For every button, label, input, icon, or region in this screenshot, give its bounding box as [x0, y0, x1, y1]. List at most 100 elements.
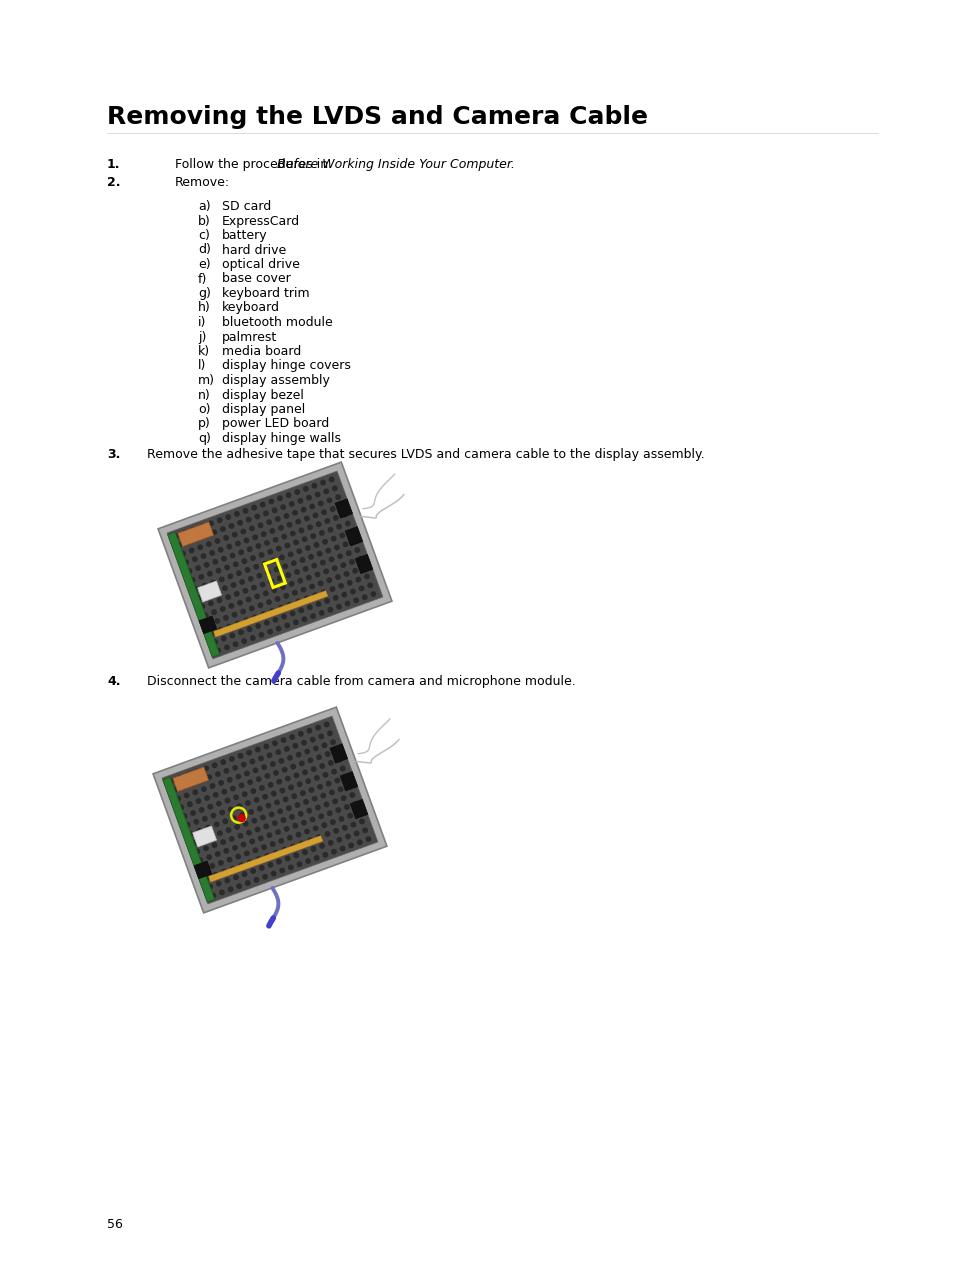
Circle shape — [301, 507, 306, 512]
Circle shape — [335, 545, 338, 549]
Circle shape — [319, 611, 324, 615]
Circle shape — [227, 777, 232, 782]
Circle shape — [281, 615, 286, 619]
Circle shape — [221, 557, 226, 560]
Polygon shape — [163, 777, 214, 902]
Circle shape — [284, 747, 289, 751]
Circle shape — [342, 592, 346, 597]
Circle shape — [316, 522, 320, 526]
Circle shape — [353, 801, 357, 806]
Circle shape — [302, 850, 307, 855]
Polygon shape — [350, 799, 368, 819]
Polygon shape — [162, 716, 377, 904]
Circle shape — [319, 531, 324, 535]
Circle shape — [205, 796, 209, 800]
Circle shape — [235, 541, 240, 545]
Circle shape — [277, 496, 282, 501]
Polygon shape — [172, 767, 209, 791]
Circle shape — [204, 766, 208, 771]
Circle shape — [256, 857, 260, 861]
Circle shape — [285, 543, 290, 548]
Circle shape — [258, 756, 263, 761]
Circle shape — [248, 860, 252, 865]
Polygon shape — [193, 861, 212, 879]
Circle shape — [289, 865, 293, 870]
Circle shape — [280, 869, 284, 872]
Circle shape — [279, 758, 283, 763]
Circle shape — [342, 825, 347, 831]
Circle shape — [205, 592, 210, 597]
Circle shape — [227, 544, 232, 549]
Circle shape — [240, 579, 244, 585]
Circle shape — [190, 781, 194, 786]
Circle shape — [281, 505, 285, 510]
Circle shape — [310, 505, 314, 508]
Circle shape — [282, 767, 287, 772]
Circle shape — [274, 851, 277, 855]
Circle shape — [259, 786, 264, 790]
Circle shape — [228, 574, 233, 578]
Circle shape — [325, 598, 329, 604]
Circle shape — [304, 596, 309, 601]
Circle shape — [221, 839, 225, 844]
Circle shape — [320, 560, 325, 564]
Circle shape — [307, 729, 312, 733]
Circle shape — [247, 626, 252, 631]
Circle shape — [309, 554, 313, 559]
Circle shape — [265, 853, 269, 858]
Circle shape — [338, 583, 343, 588]
Circle shape — [242, 559, 246, 563]
Circle shape — [225, 799, 230, 803]
Circle shape — [242, 872, 247, 876]
Circle shape — [183, 530, 187, 535]
Circle shape — [272, 791, 275, 796]
Circle shape — [281, 738, 286, 742]
Circle shape — [323, 852, 327, 857]
Circle shape — [309, 787, 314, 792]
Circle shape — [354, 598, 358, 602]
Circle shape — [257, 806, 262, 812]
Circle shape — [226, 828, 231, 832]
Circle shape — [221, 637, 226, 640]
Circle shape — [283, 798, 288, 801]
Circle shape — [265, 540, 269, 545]
Circle shape — [226, 515, 231, 520]
Circle shape — [329, 761, 333, 765]
Text: f): f) — [198, 273, 207, 285]
Circle shape — [170, 779, 173, 784]
Circle shape — [245, 771, 249, 776]
Circle shape — [301, 820, 306, 825]
Circle shape — [209, 601, 213, 606]
Circle shape — [233, 875, 238, 880]
Circle shape — [294, 773, 298, 777]
Circle shape — [195, 770, 199, 773]
Circle shape — [191, 810, 195, 815]
Circle shape — [308, 605, 312, 610]
Circle shape — [200, 524, 205, 529]
Circle shape — [258, 836, 263, 841]
Circle shape — [218, 861, 223, 865]
Circle shape — [264, 621, 269, 625]
Circle shape — [213, 559, 217, 564]
Circle shape — [294, 853, 298, 857]
Circle shape — [278, 838, 283, 843]
Circle shape — [254, 595, 259, 598]
Circle shape — [320, 763, 324, 768]
Circle shape — [196, 596, 201, 600]
Polygon shape — [158, 462, 392, 668]
Circle shape — [245, 568, 250, 572]
Circle shape — [287, 522, 292, 527]
Circle shape — [215, 852, 220, 856]
Circle shape — [293, 824, 297, 828]
Circle shape — [315, 492, 319, 497]
Circle shape — [355, 577, 360, 582]
Circle shape — [264, 744, 269, 748]
Text: palmrest: palmrest — [222, 331, 277, 344]
Text: power LED board: power LED board — [222, 417, 329, 431]
Circle shape — [268, 629, 272, 634]
Circle shape — [327, 578, 331, 582]
Circle shape — [249, 810, 253, 814]
Circle shape — [241, 842, 246, 847]
Text: Remove the adhesive tape that secures LVDS and camera cable to the display assem: Remove the adhesive tape that secures LV… — [147, 448, 704, 462]
Circle shape — [286, 573, 291, 577]
